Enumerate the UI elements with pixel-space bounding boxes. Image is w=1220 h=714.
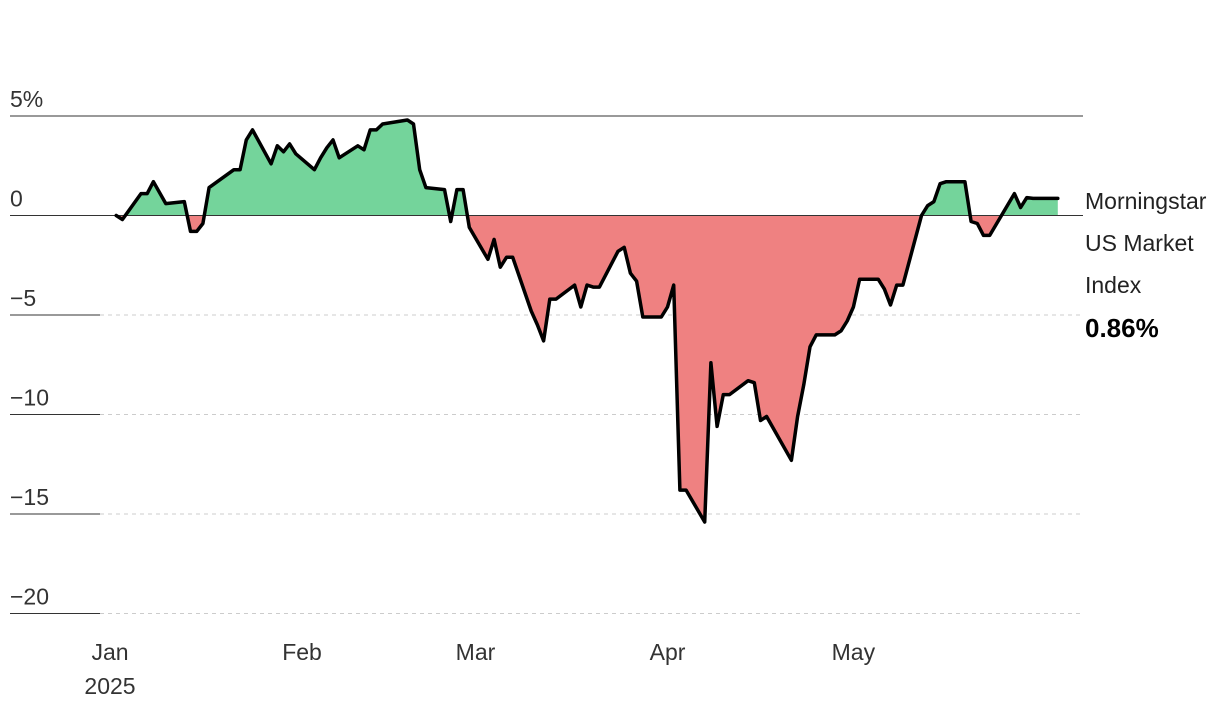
series-name-line-3: Index xyxy=(1085,272,1142,298)
y-axis-tick-labels: 5% 0 −5 −10 −15 −20 xyxy=(10,86,49,610)
series-label: Morningstar US Market Index 0.86% xyxy=(1085,188,1207,343)
chart-area-fills xyxy=(116,120,1058,522)
chart-gridlines xyxy=(10,115,1083,614)
series-name-line-1: Morningstar xyxy=(1085,188,1207,214)
y-tick-label: 5% xyxy=(10,86,43,112)
x-tick-label: May xyxy=(832,639,876,665)
series-line xyxy=(114,118,1060,524)
x-tick-label: Mar xyxy=(456,639,496,665)
y-tick-label: −5 xyxy=(10,285,36,311)
x-axis-tick-labels: Jan 2025 Feb Mar Apr May xyxy=(84,639,875,699)
x-tick-label: Feb xyxy=(282,639,322,665)
series-name-line-2: US Market xyxy=(1085,230,1194,256)
y-tick-label: −10 xyxy=(10,385,49,411)
area-negative xyxy=(116,215,1058,522)
y-tick-label: −20 xyxy=(10,584,49,610)
area-positive xyxy=(116,120,1058,216)
series-last-value: 0.86% xyxy=(1085,313,1159,343)
x-tick-sublabel: 2025 xyxy=(84,673,135,699)
x-tick-label: Jan xyxy=(91,639,128,665)
y-tick-label: 0 xyxy=(10,186,23,212)
y-tick-label: −15 xyxy=(10,484,49,510)
x-tick-label: Apr xyxy=(650,639,686,665)
